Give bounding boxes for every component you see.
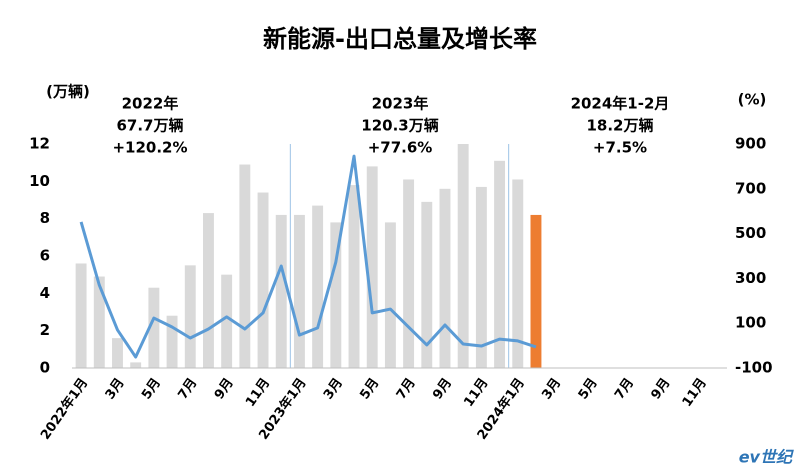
x-tick-label: 7月 bbox=[394, 376, 419, 403]
bar bbox=[75, 263, 87, 368]
y-tick-label: 0 bbox=[40, 359, 50, 377]
bar bbox=[475, 186, 487, 368]
annotation: 18.2万辆 bbox=[586, 117, 653, 135]
x-tick-label: 3月 bbox=[321, 376, 346, 403]
bar bbox=[530, 214, 542, 368]
brand: ev世纪 bbox=[739, 448, 794, 467]
y2-tick-label: 900 bbox=[735, 135, 766, 153]
annotation: +120.2% bbox=[112, 139, 187, 157]
annotation: 2023年 bbox=[372, 95, 429, 113]
y-tick-label: 12 bbox=[29, 135, 50, 153]
line bbox=[79, 154, 537, 359]
annotation: +7.5% bbox=[593, 139, 647, 157]
y2-tick-label: -100 bbox=[735, 359, 773, 377]
bar bbox=[403, 179, 415, 368]
x-tick-label: 9月 bbox=[430, 376, 455, 403]
bar bbox=[166, 315, 178, 368]
bar bbox=[275, 214, 287, 368]
bar bbox=[257, 192, 269, 368]
y-axis-label: (万辆) bbox=[46, 83, 90, 101]
bar bbox=[384, 222, 396, 368]
annotation: 2024年1-2月 bbox=[571, 95, 670, 113]
bar bbox=[439, 188, 451, 368]
annotation: 2022年 bbox=[122, 95, 179, 113]
bar bbox=[221, 274, 233, 368]
y-tick-label: 4 bbox=[40, 284, 50, 302]
x-tick-label: 11月 bbox=[461, 376, 491, 410]
bar bbox=[312, 205, 324, 368]
x-tick-label: 3月 bbox=[103, 376, 128, 403]
y-tick-label: 10 bbox=[29, 172, 50, 190]
y2-tick-label: 300 bbox=[735, 269, 766, 287]
y-tick-label: 8 bbox=[40, 209, 50, 227]
x-tick-label: 5月 bbox=[576, 376, 601, 403]
x-tick-label: 2022年1月 bbox=[37, 375, 91, 443]
y2-tick-label: 500 bbox=[735, 224, 766, 242]
bar bbox=[148, 287, 160, 368]
bar bbox=[330, 222, 342, 368]
chart-title: 新能源-出口总量及增长率 bbox=[263, 25, 537, 53]
x-tick-label: 3月 bbox=[539, 376, 564, 403]
x-tick-label: 7月 bbox=[175, 376, 200, 403]
bar bbox=[421, 201, 433, 368]
x-tick-label: 11月 bbox=[243, 376, 273, 410]
bar bbox=[184, 265, 196, 368]
bar bbox=[293, 214, 305, 368]
x-tick-label: 7月 bbox=[612, 376, 637, 403]
bar bbox=[130, 362, 142, 368]
bar bbox=[348, 185, 360, 368]
bar bbox=[366, 166, 378, 368]
annotation: +77.6% bbox=[368, 139, 433, 157]
x-tick-label: 5月 bbox=[139, 376, 164, 403]
bar bbox=[93, 276, 105, 368]
bar bbox=[494, 160, 506, 368]
bar bbox=[457, 144, 469, 368]
bar bbox=[512, 179, 524, 368]
y-tick-label: 6 bbox=[40, 247, 50, 265]
y2-tick-label: 100 bbox=[735, 314, 766, 332]
annotation: 120.3万辆 bbox=[361, 117, 438, 135]
x-tick-label: 9月 bbox=[649, 376, 674, 403]
bar bbox=[239, 164, 251, 368]
y2-tick-label: 700 bbox=[735, 179, 766, 197]
annotation: 67.7万辆 bbox=[116, 117, 183, 135]
x-tick-label: 9月 bbox=[212, 376, 237, 403]
bar bbox=[112, 338, 123, 368]
x-tick-label: 5月 bbox=[357, 376, 382, 403]
x-tick-label: 11月 bbox=[680, 376, 710, 410]
y2-axis-label: (%) bbox=[738, 91, 767, 109]
y-tick-label: 2 bbox=[40, 321, 50, 339]
bar bbox=[203, 213, 214, 368]
